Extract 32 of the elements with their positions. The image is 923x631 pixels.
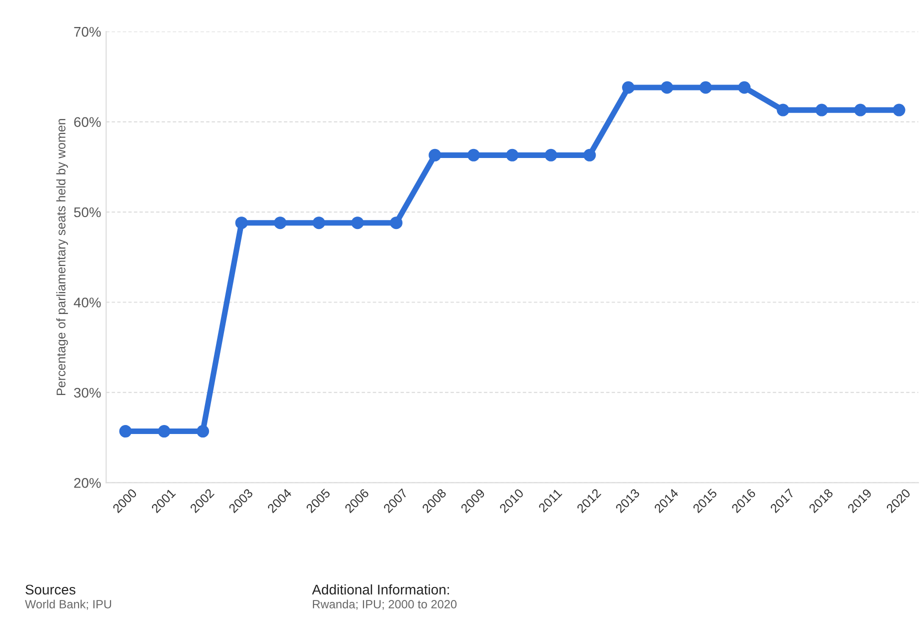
point bbox=[196, 425, 210, 438]
point bbox=[660, 81, 674, 94]
point bbox=[544, 148, 558, 162]
point bbox=[351, 216, 364, 230]
point bbox=[158, 425, 170, 438]
point bbox=[892, 104, 906, 116]
y-tick-label: 50% bbox=[74, 207, 101, 218]
y-tick-label: 40% bbox=[74, 298, 101, 308]
point bbox=[854, 104, 867, 116]
y-tick-label: 30% bbox=[74, 388, 101, 398]
point bbox=[390, 216, 402, 230]
point bbox=[467, 148, 480, 162]
point bbox=[738, 81, 751, 94]
point bbox=[699, 81, 712, 94]
text: Sources bbox=[26, 584, 76, 595]
y-tick-label: 60% bbox=[74, 117, 101, 127]
text: Additional Information: bbox=[312, 584, 449, 595]
point bbox=[235, 216, 248, 230]
point bbox=[428, 148, 442, 162]
text: Rwanda; IPU; 2000 to 2020 bbox=[312, 600, 457, 610]
point bbox=[583, 148, 596, 162]
point bbox=[274, 216, 286, 230]
point bbox=[312, 216, 326, 230]
point bbox=[776, 104, 790, 116]
point bbox=[622, 81, 635, 94]
y-axis-title: Percentage of parliamentary seats held by women bbox=[56, 118, 68, 396]
point bbox=[119, 425, 132, 438]
point bbox=[506, 148, 519, 162]
y-tick-label: 20% bbox=[74, 478, 101, 488]
text: World Bank; IPU bbox=[24, 600, 112, 610]
y-tick-label: 70% bbox=[74, 26, 101, 37]
point bbox=[815, 104, 828, 116]
